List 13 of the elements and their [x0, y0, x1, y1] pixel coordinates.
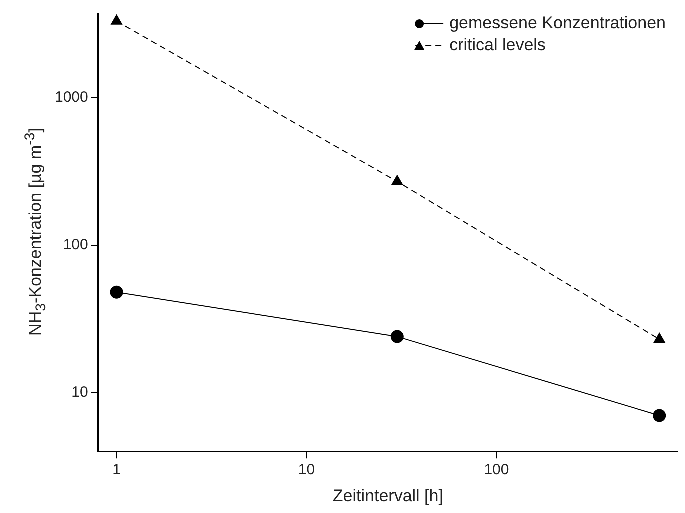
- legend-label: gemessene Konzentrationen: [450, 14, 666, 33]
- point: [110, 286, 124, 299]
- point: [111, 14, 122, 25]
- y-tick-label: 100: [63, 236, 88, 254]
- x-tick-label: 1: [112, 462, 121, 479]
- x-tick-label: 100: [484, 462, 510, 479]
- legend-label: critical levels: [450, 36, 546, 55]
- point: [653, 409, 666, 422]
- point: [654, 333, 666, 344]
- x-tick-label: 10: [298, 462, 316, 479]
- y-tick-label: 10: [72, 384, 88, 402]
- x-axis-title: Zeitintervall [h]: [332, 486, 444, 506]
- y-tick-label: 1000: [54, 88, 88, 106]
